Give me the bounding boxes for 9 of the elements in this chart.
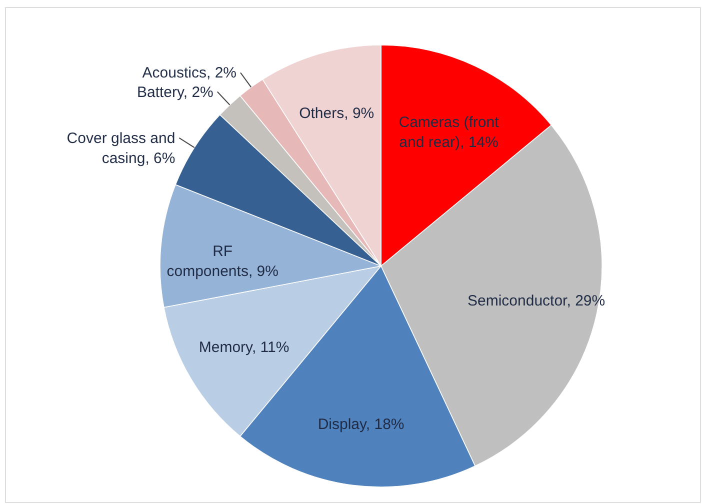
slice-label: Battery, 2%	[136, 84, 214, 101]
slice-label: Cameras (front and rear), 14%	[398, 114, 500, 152]
slice-label: Acoustics, 2%	[142, 64, 237, 82]
slice-label: Semiconductor, 29%	[468, 292, 606, 310]
slice-label: RF components, 9%	[166, 243, 278, 280]
slice-label: Display, 18%	[318, 416, 404, 433]
slice-label: Others, 9%	[299, 105, 374, 122]
slice-label: Memory, 11%	[198, 339, 290, 356]
slice-label: Cover glass and casing, 6%	[66, 130, 176, 167]
